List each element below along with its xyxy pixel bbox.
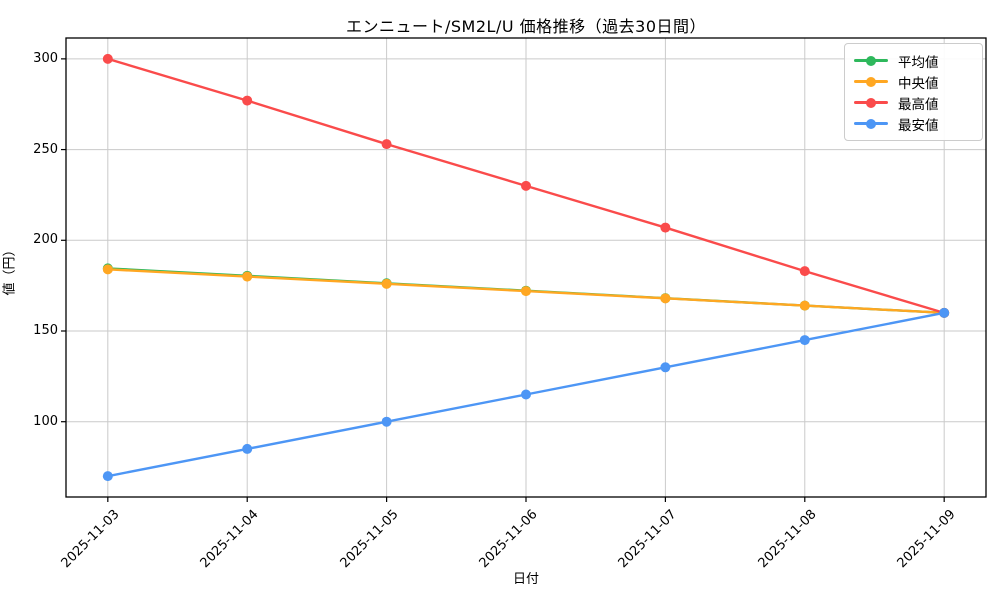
- y-tick-label: 250: [33, 141, 58, 157]
- data-point: [939, 307, 950, 318]
- data-point: [102, 53, 113, 64]
- data-point: [242, 95, 253, 106]
- data-point: [521, 286, 531, 297]
- data-point: [799, 335, 810, 346]
- data-point: [242, 271, 253, 282]
- legend-entry: 最高値: [854, 92, 972, 113]
- data-point: [521, 180, 531, 191]
- data-point: [660, 362, 671, 373]
- legend-line-marker-icon: [854, 76, 888, 87]
- data-point: [660, 293, 671, 304]
- y-tick-label: 150: [33, 322, 58, 338]
- x-axis-label: 日付: [512, 572, 539, 587]
- y-tick-label: 300: [33, 50, 58, 66]
- legend-label: 最安値: [898, 117, 939, 134]
- data-point: [799, 266, 810, 277]
- legend-label: 中央値: [898, 75, 939, 92]
- data-point: [799, 300, 810, 311]
- legend-entry: 中央値: [854, 71, 972, 92]
- legend-entry: 平均値: [854, 50, 972, 71]
- data-point: [242, 443, 253, 454]
- legend-line-marker-icon: [854, 118, 888, 129]
- legend-label: 平均値: [898, 54, 939, 71]
- legend-line-marker-icon: [854, 55, 888, 66]
- data-point: [102, 471, 113, 482]
- data-point: [660, 222, 671, 233]
- legend-line-marker-icon: [854, 97, 888, 108]
- plot-border: [65, 37, 987, 498]
- legend-entry: 最安値: [854, 113, 972, 134]
- y-tick-label: 200: [33, 232, 58, 248]
- legend: 平均値中央値最高値最安値: [844, 43, 983, 141]
- data-point: [102, 264, 113, 275]
- data-point: [381, 278, 392, 289]
- data-point: [381, 416, 392, 427]
- legend-label: 最高値: [898, 96, 939, 113]
- chart-title: エンニュート/SM2L/U 価格推移（過去30日間）: [346, 17, 706, 36]
- data-point: [381, 139, 392, 150]
- data-point: [521, 389, 531, 400]
- y-tick-label: 100: [33, 413, 58, 429]
